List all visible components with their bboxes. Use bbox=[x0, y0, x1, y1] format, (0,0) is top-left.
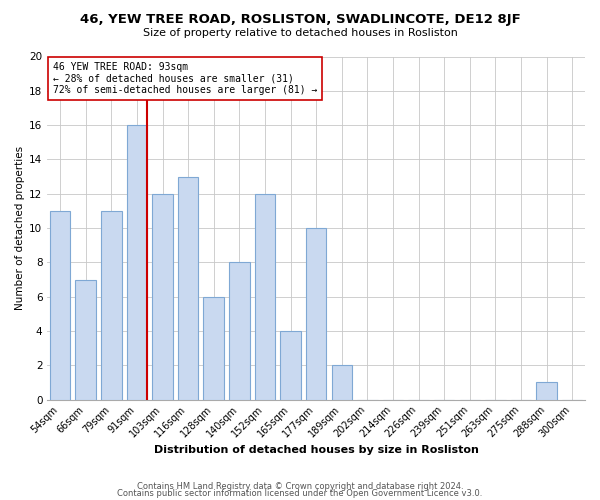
Text: Size of property relative to detached houses in Rosliston: Size of property relative to detached ho… bbox=[143, 28, 457, 38]
Bar bbox=[254, 194, 275, 400]
Text: Contains public sector information licensed under the Open Government Licence v3: Contains public sector information licen… bbox=[118, 490, 482, 498]
Bar bbox=[306, 228, 326, 400]
Bar bbox=[152, 194, 173, 400]
Bar bbox=[178, 176, 199, 400]
Text: 46 YEW TREE ROAD: 93sqm
← 28% of detached houses are smaller (31)
72% of semi-de: 46 YEW TREE ROAD: 93sqm ← 28% of detache… bbox=[53, 62, 317, 95]
Y-axis label: Number of detached properties: Number of detached properties bbox=[15, 146, 25, 310]
Bar bbox=[76, 280, 96, 400]
Bar bbox=[332, 366, 352, 400]
Bar bbox=[536, 382, 557, 400]
Text: 46, YEW TREE ROAD, ROSLISTON, SWADLINCOTE, DE12 8JF: 46, YEW TREE ROAD, ROSLISTON, SWADLINCOT… bbox=[80, 12, 520, 26]
Bar bbox=[229, 262, 250, 400]
Bar bbox=[127, 125, 147, 400]
Bar bbox=[50, 211, 70, 400]
Bar bbox=[203, 296, 224, 400]
Bar bbox=[280, 331, 301, 400]
Bar bbox=[101, 211, 122, 400]
Text: Contains HM Land Registry data © Crown copyright and database right 2024.: Contains HM Land Registry data © Crown c… bbox=[137, 482, 463, 491]
X-axis label: Distribution of detached houses by size in Rosliston: Distribution of detached houses by size … bbox=[154, 445, 479, 455]
